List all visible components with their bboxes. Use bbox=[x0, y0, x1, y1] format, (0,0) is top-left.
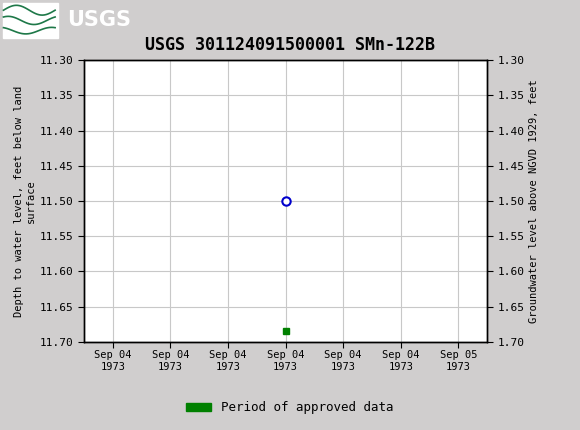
Bar bbox=[3, 3, 58, 37]
Y-axis label: Depth to water level, feet below land
surface: Depth to water level, feet below land su… bbox=[14, 86, 36, 316]
Text: USGS: USGS bbox=[67, 10, 130, 31]
Legend: Period of approved data: Period of approved data bbox=[181, 396, 399, 419]
Text: USGS 301124091500001 SMn-122B: USGS 301124091500001 SMn-122B bbox=[145, 36, 435, 54]
Y-axis label: Groundwater level above NGVD 1929, feet: Groundwater level above NGVD 1929, feet bbox=[529, 79, 539, 323]
